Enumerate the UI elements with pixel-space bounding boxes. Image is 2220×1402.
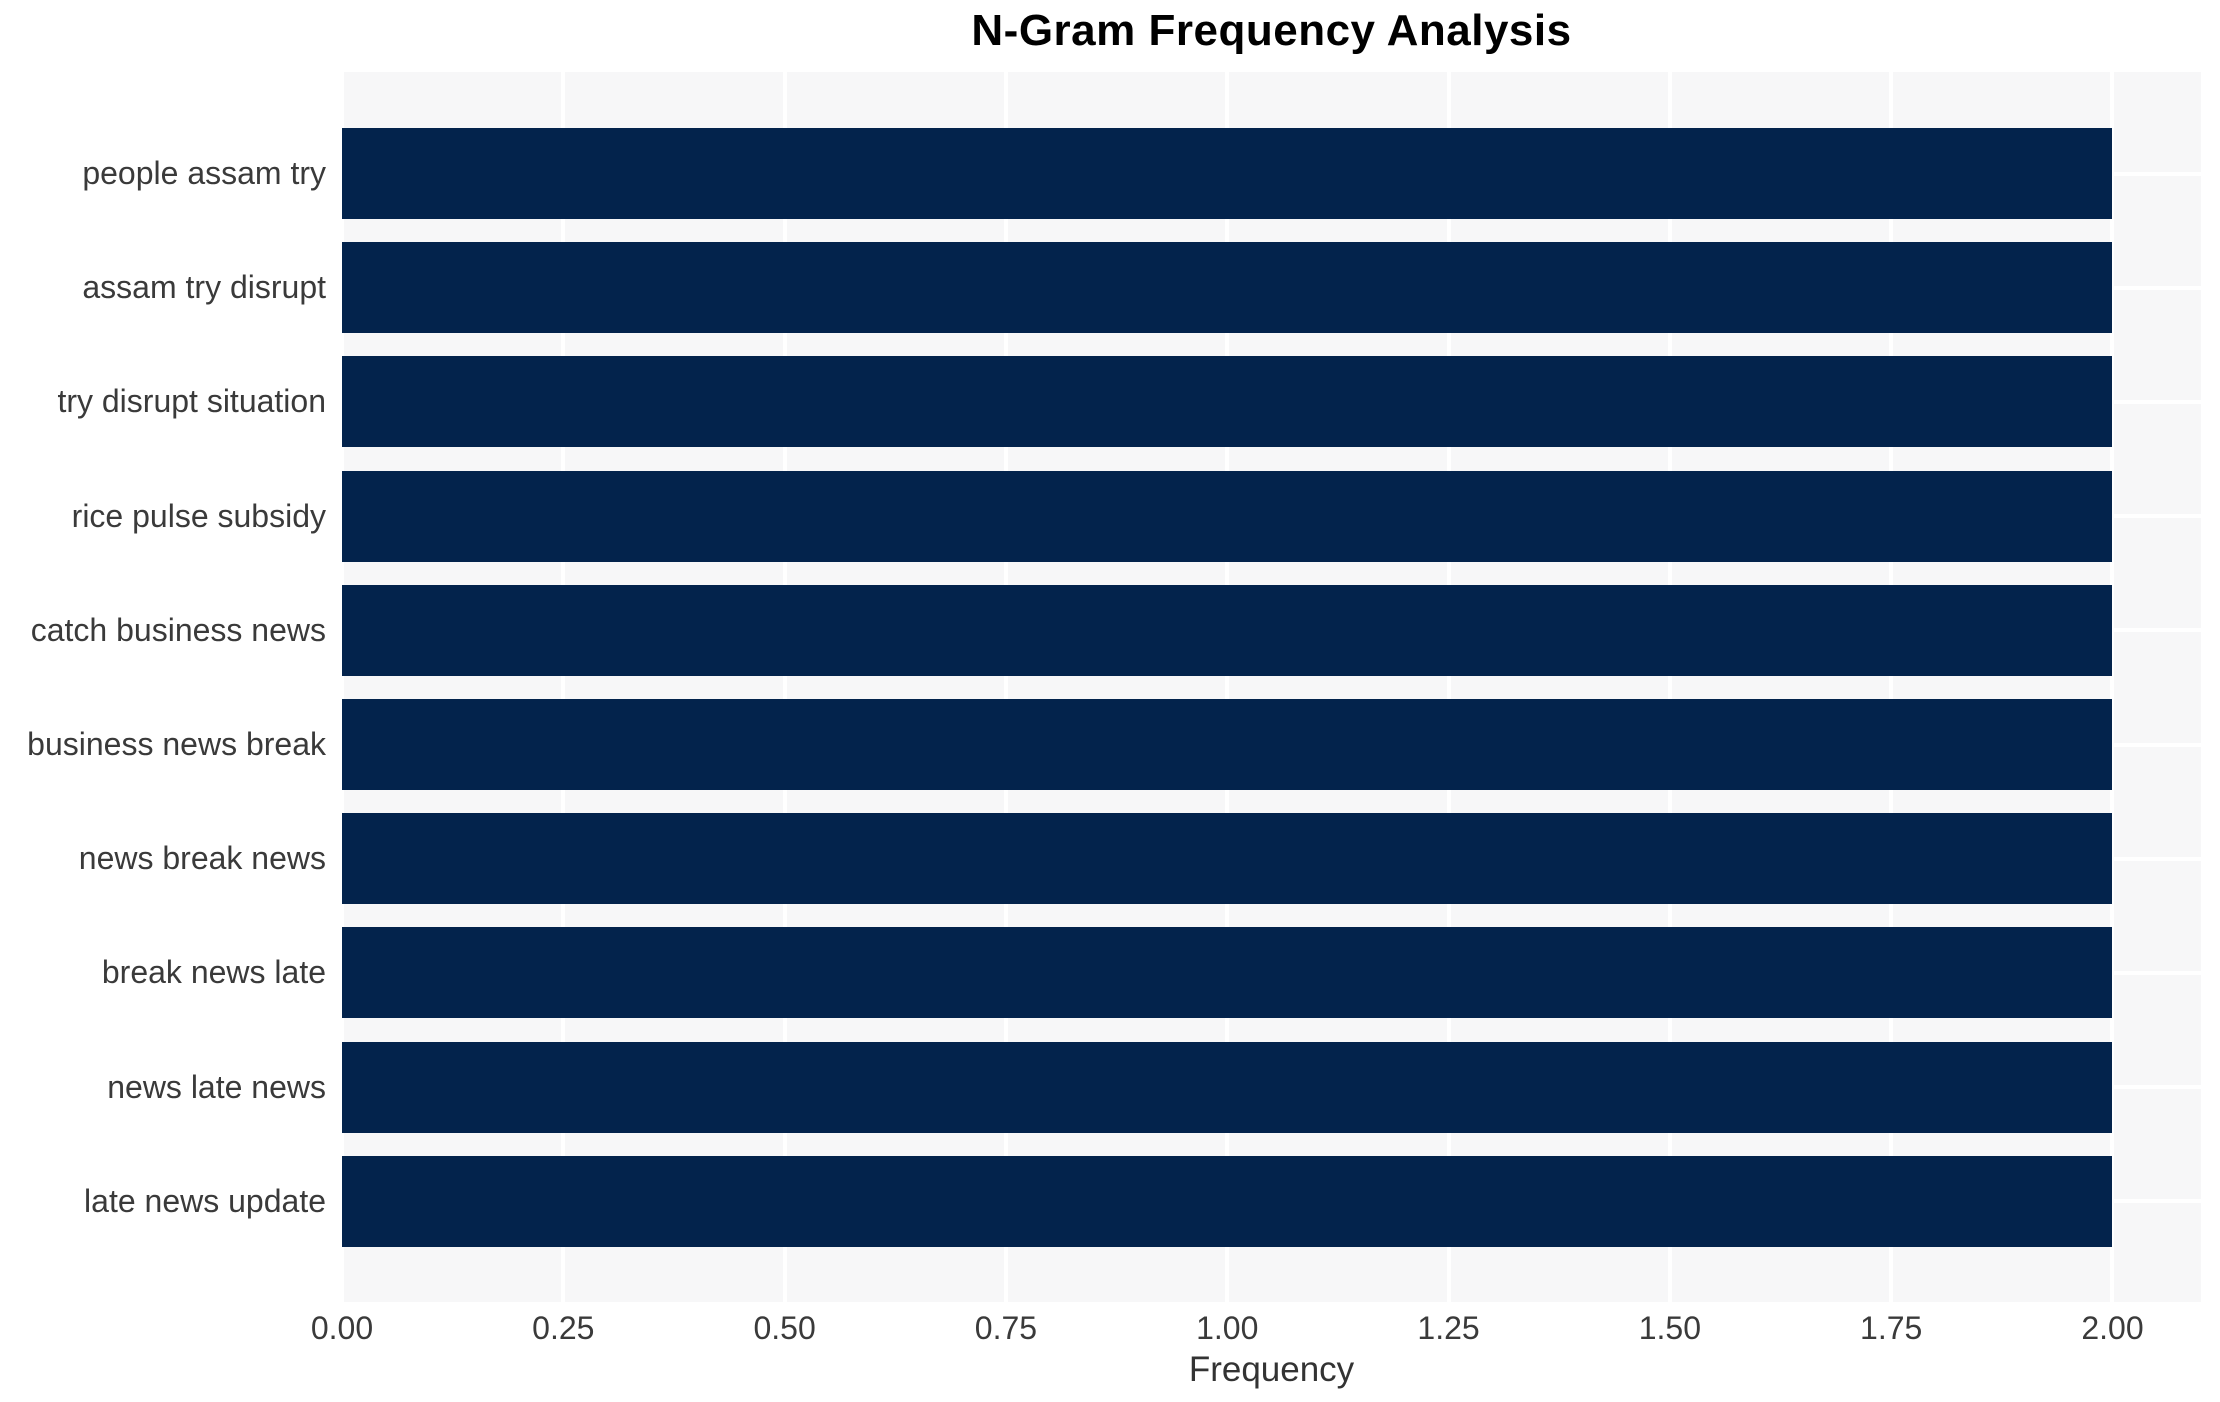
x-tick-label: 1.75 xyxy=(1860,1310,1923,1346)
frequency-bar xyxy=(342,927,2113,1019)
x-gridline xyxy=(2110,72,2115,1302)
frequency-bar xyxy=(342,699,2113,790)
x-gridline xyxy=(1667,72,1672,1302)
x-gridline xyxy=(782,72,787,1302)
x-tick-label: 1.50 xyxy=(1638,1310,1701,1346)
x-gridline xyxy=(1446,72,1451,1302)
frequency-bar xyxy=(342,470,2113,562)
x-tick-label: 2.00 xyxy=(2081,1310,2144,1346)
x-gridline xyxy=(561,72,566,1302)
x-tick-label: 0.50 xyxy=(753,1310,816,1346)
x-tick-label: 0.25 xyxy=(532,1310,595,1346)
y-axis-label: try disrupt situation xyxy=(57,383,326,420)
frequency-bar xyxy=(342,1041,2113,1133)
x-gridline xyxy=(1889,72,1894,1302)
y-axis-label: news late news xyxy=(107,1068,326,1105)
frequency-bar xyxy=(342,242,2113,334)
x-tick-label: 1.25 xyxy=(1417,1310,1480,1346)
frequency-bar xyxy=(342,584,2113,676)
x-axis: 0.00 0.25 0.50 0.75 1.00 1.25 1.50 1.75 2.00 xyxy=(311,1302,2201,1350)
y-axis-label: catch business news xyxy=(30,611,326,648)
y-axis-label: rice pulse subsidy xyxy=(71,497,326,534)
y-axis-label: assam try disrupt xyxy=(82,269,326,306)
frequency-bar xyxy=(342,1155,2113,1247)
x-gridline xyxy=(1003,72,1008,1302)
x-tick-label: 0.75 xyxy=(974,1310,1038,1346)
y-axis-label: people assam try xyxy=(82,155,326,191)
y-axis: people assam try assam try disrupt try dis… xyxy=(0,72,326,1302)
y-axis-label: business news break xyxy=(27,726,326,762)
y-axis-label: break news late xyxy=(101,954,326,991)
plot-area xyxy=(340,72,2201,1302)
x-axis-label: Frequency xyxy=(1188,1350,1355,1389)
x-tick-label: 1.00 xyxy=(1196,1310,1259,1346)
x-gridline xyxy=(340,72,344,1302)
frequency-bar xyxy=(342,128,2113,219)
x-tick-label: 0.00 xyxy=(310,1310,374,1346)
y-axis-label: news break news xyxy=(78,840,326,877)
x-gridline xyxy=(1225,72,1230,1302)
frequency-bar xyxy=(342,813,2113,905)
y-axis-label: late news update xyxy=(84,1182,326,1219)
frequency-bar xyxy=(342,356,2113,448)
chart-title: N-Gram Frequency Analysis xyxy=(971,6,1572,55)
